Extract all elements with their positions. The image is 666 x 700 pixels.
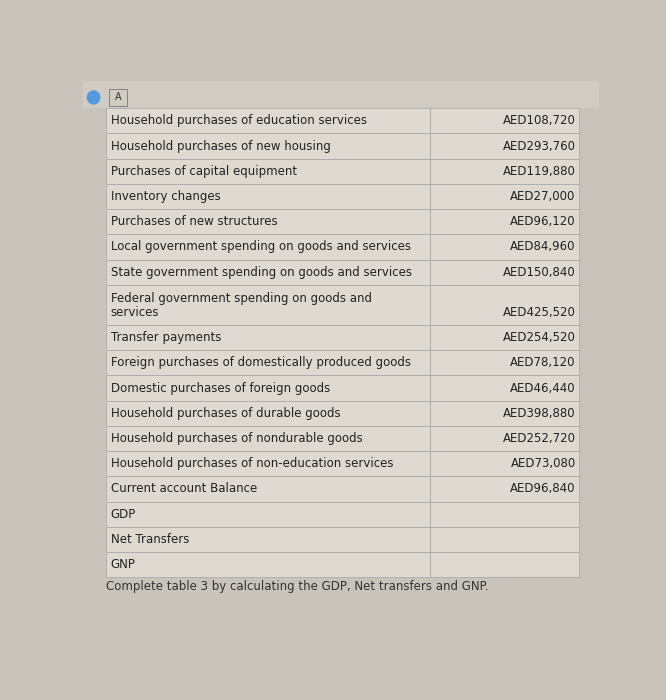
Bar — [83, 81, 599, 108]
Text: Household purchases of non-education services: Household purchases of non-education ser… — [111, 457, 393, 470]
Bar — [430, 184, 579, 209]
Text: GNP: GNP — [111, 558, 135, 571]
Text: Transfer payments: Transfer payments — [111, 331, 221, 344]
Bar — [430, 476, 579, 502]
Text: AED27,000: AED27,000 — [510, 190, 575, 203]
Text: AED46,440: AED46,440 — [510, 382, 575, 395]
Text: AED293,760: AED293,760 — [503, 139, 575, 153]
Bar — [430, 502, 579, 527]
Text: A: A — [115, 92, 121, 102]
Text: Complete table 3 by calculating the GDP, Net transfers and GNP.: Complete table 3 by calculating the GDP,… — [107, 580, 489, 593]
Bar — [107, 400, 430, 426]
Bar — [107, 325, 430, 350]
Text: AED96,120: AED96,120 — [510, 215, 575, 228]
Bar — [430, 400, 579, 426]
Text: AED425,520: AED425,520 — [503, 307, 575, 319]
Bar — [107, 451, 430, 476]
Text: State government spending on goods and services: State government spending on goods and s… — [111, 265, 412, 279]
Bar — [107, 260, 430, 285]
Text: Purchases of new structures: Purchases of new structures — [111, 215, 277, 228]
Text: Domestic purchases of foreign goods: Domestic purchases of foreign goods — [111, 382, 330, 395]
Bar — [430, 285, 579, 325]
Bar — [107, 350, 430, 375]
Text: AED254,520: AED254,520 — [503, 331, 575, 344]
Text: Household purchases of new housing: Household purchases of new housing — [111, 139, 330, 153]
Text: AED398,880: AED398,880 — [503, 407, 575, 420]
Text: Household purchases of nondurable goods: Household purchases of nondurable goods — [111, 432, 362, 445]
Text: Household purchases of durable goods: Household purchases of durable goods — [111, 407, 340, 420]
Text: Net Transfers: Net Transfers — [111, 533, 189, 546]
Bar — [430, 426, 579, 451]
Bar — [107, 375, 430, 400]
Bar — [107, 285, 430, 325]
Bar — [109, 90, 127, 106]
Bar — [430, 209, 579, 234]
Bar — [107, 476, 430, 502]
Bar — [430, 159, 579, 184]
Bar — [430, 527, 579, 552]
Bar — [107, 426, 430, 451]
Bar — [430, 375, 579, 400]
Text: AED150,840: AED150,840 — [503, 265, 575, 279]
Text: AED78,120: AED78,120 — [510, 356, 575, 370]
Text: Local government spending on goods and services: Local government spending on goods and s… — [111, 240, 411, 253]
Bar — [107, 159, 430, 184]
Bar — [430, 350, 579, 375]
Text: Purchases of capital equipment: Purchases of capital equipment — [111, 164, 297, 178]
Bar — [107, 184, 430, 209]
Bar — [107, 134, 430, 159]
Bar — [107, 209, 430, 234]
Text: services: services — [111, 307, 159, 319]
Text: AED119,880: AED119,880 — [503, 164, 575, 178]
Text: AED73,080: AED73,080 — [510, 457, 575, 470]
Bar — [107, 502, 430, 527]
Text: Current account Balance: Current account Balance — [111, 482, 257, 496]
Bar — [430, 552, 579, 578]
Text: AED96,840: AED96,840 — [510, 482, 575, 496]
Circle shape — [87, 91, 100, 104]
Bar — [107, 234, 430, 260]
Bar — [107, 552, 430, 578]
Bar — [107, 527, 430, 552]
Text: AED252,720: AED252,720 — [503, 432, 575, 445]
Text: AED84,960: AED84,960 — [510, 240, 575, 253]
Bar — [430, 108, 579, 134]
Text: Household purchases of education services: Household purchases of education service… — [111, 114, 366, 127]
Text: Foreign purchases of domestically produced goods: Foreign purchases of domestically produc… — [111, 356, 411, 370]
Bar — [430, 134, 579, 159]
Bar — [430, 325, 579, 350]
Bar — [107, 108, 430, 134]
Text: Federal government spending on goods and: Federal government spending on goods and — [111, 291, 372, 304]
Text: AED108,720: AED108,720 — [503, 114, 575, 127]
Text: Inventory changes: Inventory changes — [111, 190, 220, 203]
Bar — [430, 260, 579, 285]
Bar — [430, 234, 579, 260]
Text: GDP: GDP — [111, 508, 136, 521]
Bar — [430, 451, 579, 476]
